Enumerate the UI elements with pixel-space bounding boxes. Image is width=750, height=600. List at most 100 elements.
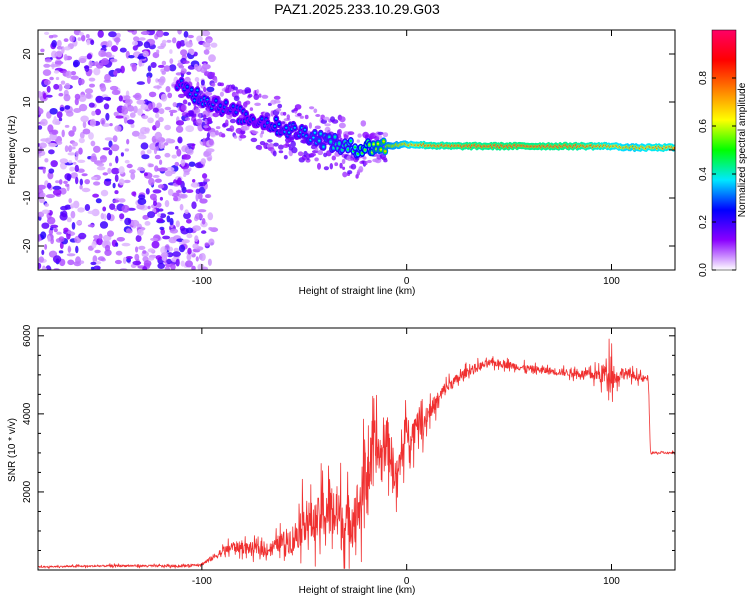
band-blob <box>221 134 226 138</box>
noise-blob <box>64 105 71 110</box>
band-blob <box>297 112 302 117</box>
snr-y-label: SNR (10 * v/v) <box>7 418 18 482</box>
band-blob <box>297 151 304 157</box>
noise-blob <box>183 173 187 177</box>
noise-blob <box>147 205 151 210</box>
colorbar-label: Normalized spectral amplitude <box>737 82 748 217</box>
noise-blob <box>66 217 72 223</box>
ridge-core <box>260 117 264 120</box>
noise-blob <box>102 96 112 101</box>
noise-blob <box>132 45 138 51</box>
noise-blob <box>113 208 118 212</box>
noise-blob <box>52 255 62 264</box>
noise-blob <box>109 123 113 127</box>
noise-blob <box>45 194 55 199</box>
noise-blob <box>56 231 62 235</box>
noise-blob <box>87 210 97 215</box>
spectrogram-marks <box>38 30 675 270</box>
noise-blob <box>159 196 163 201</box>
band-blob <box>261 94 269 99</box>
band-blob <box>362 156 367 160</box>
noise-blob <box>169 49 173 54</box>
noise-blob <box>108 31 117 38</box>
noise-blob <box>132 40 138 46</box>
noise-blob <box>51 40 57 48</box>
noise-blob <box>78 78 85 85</box>
noise-blob <box>111 89 121 96</box>
noise-blob <box>158 141 164 150</box>
band-blob <box>204 71 211 77</box>
noise-blob <box>65 70 72 79</box>
noise-blob <box>115 155 119 164</box>
noise-blob <box>124 148 130 152</box>
noise-blob <box>187 102 191 106</box>
band-blob <box>308 122 312 129</box>
noise-blob <box>148 177 155 186</box>
noise-blob <box>56 111 63 119</box>
noise-blob <box>105 51 112 58</box>
noise-blob <box>56 46 63 50</box>
noise-blob <box>50 160 58 168</box>
noise-blob <box>210 42 218 48</box>
noise-blob <box>43 92 47 100</box>
noise-blob <box>192 243 199 250</box>
noise-blob <box>125 256 133 260</box>
noise-blob <box>101 58 109 66</box>
noise-blob <box>195 188 201 195</box>
noise-blob <box>55 76 60 81</box>
noise-blob <box>167 188 174 196</box>
noise-blob <box>114 259 122 265</box>
noise-blob <box>64 82 71 90</box>
noise-blob <box>123 179 131 184</box>
noise-blob <box>77 168 85 173</box>
noise-blob <box>168 109 178 113</box>
noise-blob <box>191 143 195 150</box>
ridge-core <box>223 106 226 109</box>
band-blob <box>219 82 224 87</box>
noise-blob <box>164 200 170 208</box>
noise-blob <box>113 111 119 117</box>
ridge-core <box>319 132 322 135</box>
noise-blob <box>200 79 205 86</box>
band-blob <box>232 86 238 91</box>
noise-blob <box>175 120 185 126</box>
noise-blob <box>70 75 79 80</box>
colorbar-tick-label: 0.6 <box>698 119 709 133</box>
noise-blob <box>207 258 212 266</box>
noise-blob <box>52 189 62 196</box>
noise-blob <box>93 145 101 153</box>
noise-blob <box>64 124 70 128</box>
ridge-core <box>275 117 278 120</box>
ridge-core <box>328 136 331 139</box>
noise-blob <box>69 166 75 172</box>
noise-blob <box>121 107 129 115</box>
band-blob <box>378 135 383 140</box>
band-blob <box>290 140 296 148</box>
noise-blob <box>140 104 149 110</box>
ridge-core <box>322 145 325 148</box>
noise-blob <box>65 183 70 187</box>
band-blob <box>360 120 367 127</box>
band-blob <box>253 93 260 100</box>
band-blob <box>363 160 368 166</box>
noise-blob <box>43 63 51 68</box>
noise-blob <box>119 213 125 220</box>
noise-blob <box>70 71 77 76</box>
noise-blob <box>78 232 87 240</box>
noise-blob <box>104 249 112 256</box>
band-blob <box>350 163 357 170</box>
band-blob <box>283 155 288 160</box>
noise-blob <box>81 34 86 42</box>
noise-blob <box>158 108 165 115</box>
ridge-core <box>372 143 375 146</box>
noise-blob <box>68 198 72 204</box>
noise-blob <box>51 129 59 135</box>
band-blob <box>184 117 191 121</box>
noise-blob <box>88 132 94 140</box>
noise-blob <box>164 152 171 158</box>
noise-blob <box>96 166 106 171</box>
noise-blob <box>73 61 79 68</box>
noise-blob <box>207 212 214 221</box>
noise-blob <box>160 93 168 102</box>
noise-blob <box>95 198 102 204</box>
